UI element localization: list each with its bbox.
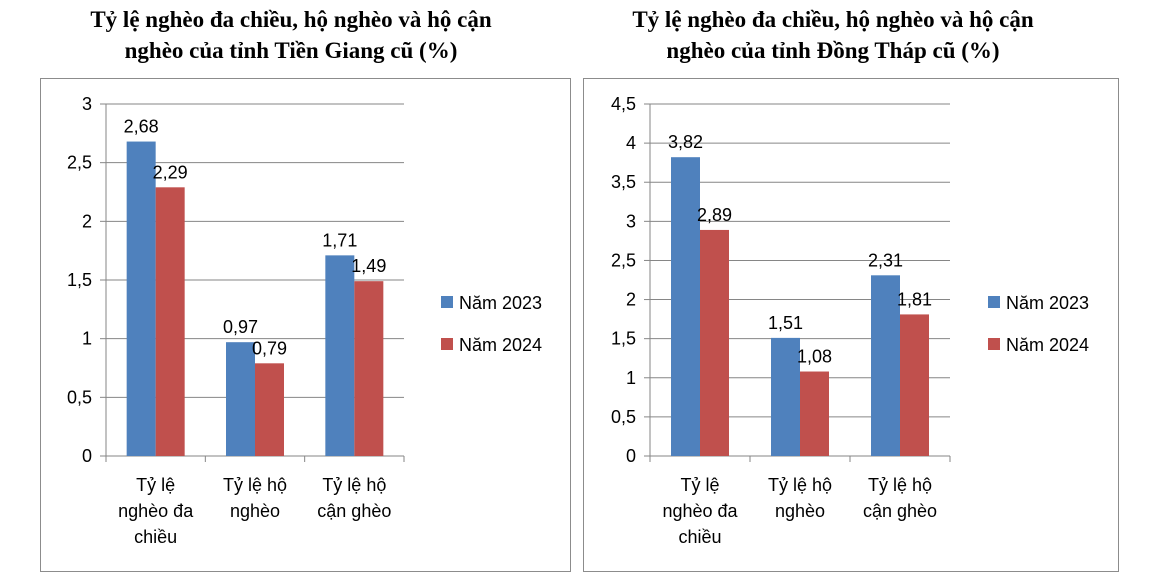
chart-title-line-1: Tỷ lệ nghèo đa chiều, hộ nghèo và hộ cận <box>90 7 492 32</box>
legend-label: Năm 2023 <box>459 293 542 313</box>
y-tick-label: 2 <box>626 290 636 310</box>
bar-2024 <box>155 187 185 456</box>
legend-label: Năm 2023 <box>1006 293 1089 313</box>
y-tick-label: 4,5 <box>611 94 636 114</box>
x-category-label: Tỷ lệ hộ cận ghèo <box>863 475 937 521</box>
data-label: 2,68 <box>124 117 159 137</box>
x-category-label: Tỷ lệ hộ nghèo <box>223 475 287 521</box>
legend-swatch-2023 <box>988 296 1000 308</box>
chart-title: Tỷ lệ nghèo đa chiều, hộ nghèo và hộ cận… <box>563 4 1103 66</box>
y-tick-label: 3,5 <box>611 172 636 192</box>
y-tick-label: 2,5 <box>611 250 636 270</box>
y-tick-label: 0 <box>626 446 636 466</box>
bar-2024 <box>354 281 384 456</box>
data-label: 1,08 <box>797 347 832 367</box>
y-tick-label: 0 <box>82 446 92 466</box>
data-label: 1,49 <box>351 256 386 276</box>
y-tick-label: 0,5 <box>67 387 92 407</box>
y-tick-label: 1 <box>82 329 92 349</box>
bar-2023 <box>226 342 255 456</box>
bar-2023 <box>325 255 355 456</box>
legend-label: Năm 2024 <box>1006 335 1089 355</box>
y-tick-label: 1,5 <box>67 270 92 290</box>
x-category-label: Tỷ lệ nghèo đa chiều <box>662 475 738 547</box>
data-label: 1,71 <box>322 230 357 250</box>
y-tick-label: 1 <box>626 368 636 388</box>
y-tick-label: 2 <box>82 211 92 231</box>
data-label: 1,51 <box>768 313 803 333</box>
data-label: 3,82 <box>668 132 703 152</box>
bar-2024 <box>900 314 929 456</box>
bar-2024 <box>800 371 829 456</box>
x-category-label: Tỷ lệ hộ cận ghèo <box>317 475 391 521</box>
y-tick-label: 4 <box>626 133 636 153</box>
data-label: 2,89 <box>697 205 732 225</box>
bar-2024 <box>700 229 729 456</box>
y-tick-label: 3 <box>82 94 92 114</box>
data-label: 2,29 <box>153 162 188 182</box>
bar-chart-dong-thap: 0 0,5 1 1,5 2 2,5 3 3,5 4 4,5 3,82 2,89 Tỷ lệ nghèo đ… <box>611 94 1089 547</box>
legend-label: Năm 2024 <box>459 335 542 355</box>
data-label: 1,81 <box>897 289 932 309</box>
data-label: 2,31 <box>868 250 903 270</box>
chart-title-line-2: nghèo của tỉnh Đồng Tháp cũ (%) <box>666 38 1000 63</box>
bar-2023 <box>671 157 700 457</box>
chart-panel-tien-giang: Tỷ lệ nghèo đa chiều, hộ nghèo và hộ cận… <box>21 4 571 572</box>
y-tick-label: 1,5 <box>611 329 636 349</box>
chart-title-line-1: Tỷ lệ nghèo đa chiều, hộ nghèo và hộ cận <box>632 7 1034 32</box>
data-label: 0,97 <box>223 317 258 337</box>
bar-2023 <box>771 337 800 456</box>
legend-swatch-2024 <box>441 338 453 350</box>
x-category-label: Tỷ lệ nghèo đa chiều <box>118 475 194 547</box>
chart-panel-dong-thap: Tỷ lệ nghèo đa chiều, hộ nghèo và hộ cận… <box>580 0 1159 587</box>
y-tick-label: 0,5 <box>611 407 636 427</box>
data-label: 0,79 <box>252 338 287 358</box>
y-tick-label: 2,5 <box>67 153 92 173</box>
legend-swatch-2023 <box>441 296 453 308</box>
y-tick-label: 3 <box>626 211 636 231</box>
chart-title-line-2: nghèo của tỉnh Tiền Giang cũ (%) <box>124 38 458 63</box>
bar-2023 <box>126 141 156 456</box>
bar-2024 <box>255 363 284 456</box>
bar-2023 <box>871 275 900 456</box>
chart-title: Tỷ lệ nghèo đa chiều, hộ nghèo và hộ cận… <box>21 4 561 66</box>
x-category-label: Tỷ lệ hộ nghèo <box>768 475 832 521</box>
bar-chart-tien-giang: 0 0,5 1 1,5 2 2,5 3 2,68 2,29 Tỷ lệ nghèo đa chiều 0… <box>67 94 542 547</box>
legend-swatch-2024 <box>988 338 1000 350</box>
